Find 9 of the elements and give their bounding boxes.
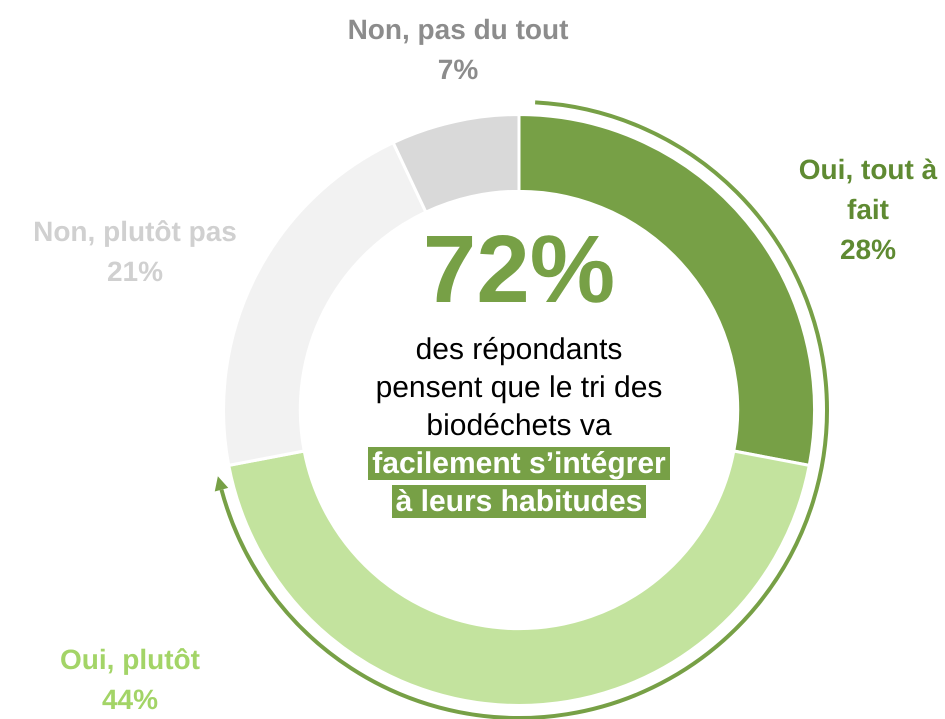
data-label: 7%	[436, 53, 480, 87]
data-label: 44%	[100, 683, 160, 717]
text: facilement s’intégrer à leurs habitudes	[368, 447, 670, 518]
slice-label: Non, pas du tout	[346, 13, 570, 47]
slice-label: Oui, tout à fait	[798, 153, 938, 227]
data-label: 28%	[838, 233, 898, 267]
slice-label: Oui, plutôt	[59, 643, 201, 677]
text: des répondants pensent que le tri des biodéchets va	[374, 332, 664, 444]
text: 72%	[422, 215, 616, 325]
